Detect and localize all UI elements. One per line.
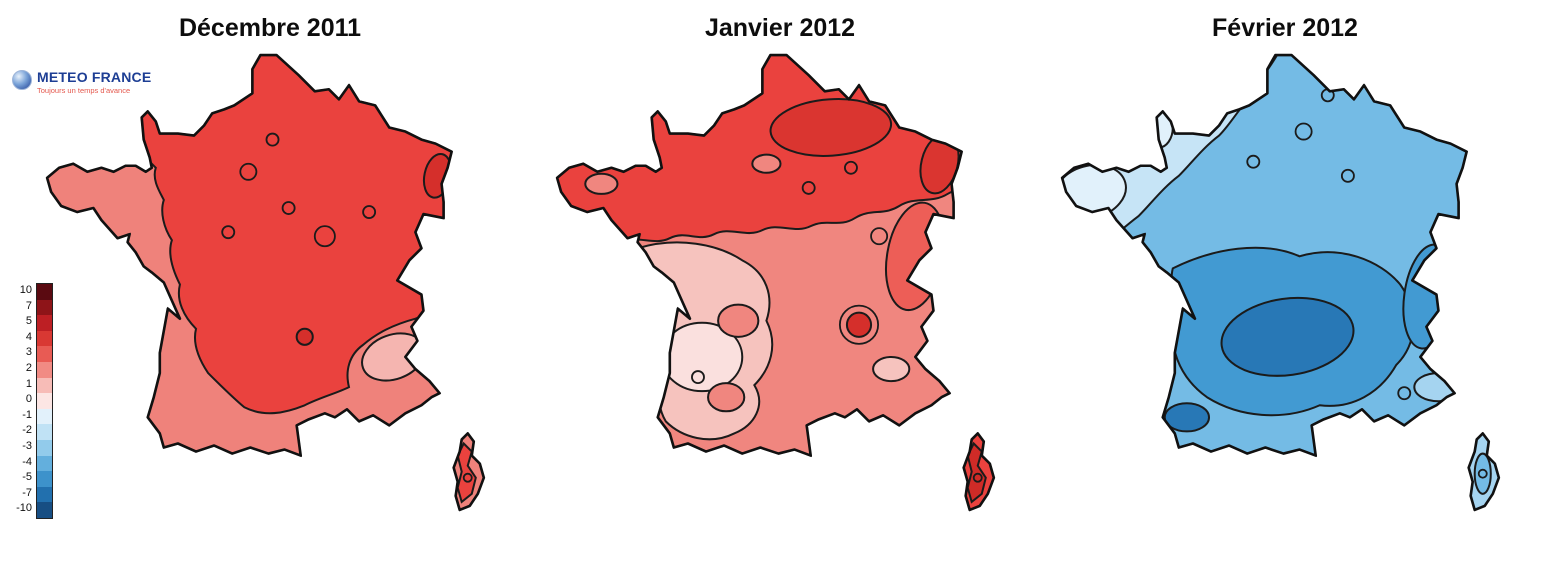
legend-color-cell (37, 455, 52, 472)
legend-color-bar (36, 283, 53, 519)
corsica-inner-band (966, 441, 987, 504)
legend-value-label: 1 (25, 377, 32, 390)
contour-ring (313, 225, 336, 248)
contour-ring (281, 201, 296, 215)
legend-color-cell (37, 408, 52, 425)
legend-value-label: -3 (22, 439, 32, 452)
legend-labels: 10 7 5 4 3 2 1 0 -1 -2 -3 -4 -5 -7 -10 (6, 283, 36, 519)
region-southeast-pale (871, 355, 910, 383)
france-map-february (1060, 53, 1500, 512)
legend-value-label: -5 (22, 471, 32, 484)
contour-ring (1245, 154, 1260, 169)
region-southwest-spot (706, 382, 745, 413)
logo-brand-text: METEO FRANCE (37, 69, 152, 85)
contour-ring (220, 225, 235, 240)
contour-ring (361, 205, 376, 219)
legend-color-cell (37, 393, 52, 409)
france-map-december (45, 53, 485, 512)
region-dark-spot (295, 327, 314, 346)
legend-value-label: -10 (16, 502, 32, 515)
legend-color-cell (37, 377, 52, 394)
legend-value-label: 10 (19, 284, 32, 296)
contour-ring (690, 370, 705, 385)
region-center-coldest (1220, 296, 1355, 377)
contour-ring (1477, 468, 1488, 479)
legend-color-cell (37, 330, 52, 347)
legend-color-cell (37, 284, 52, 300)
contour-island (750, 153, 782, 174)
legend-value-label: 3 (25, 346, 32, 359)
contour-ring (1396, 386, 1411, 401)
legend-color-cell (37, 315, 52, 331)
legend-color-cell (37, 361, 52, 378)
contour-ring (838, 304, 879, 345)
temperature-scale-legend: 10 7 5 4 3 2 1 0 -1 -2 -3 -4 -5 -7 -10 (6, 283, 53, 519)
legend-value-label: -1 (22, 408, 32, 421)
map-title-january: Janvier 2012 (704, 14, 856, 42)
legend-color-cell (37, 502, 52, 518)
legend-color-cell (37, 439, 52, 456)
meteo-france-logo: METEO FRANCE Toujours un temps d'avance (12, 70, 151, 95)
legend-value-label: 7 (25, 299, 32, 312)
legend-value-label: 2 (25, 361, 32, 374)
legend-color-cell (37, 424, 52, 440)
contour-ring (1340, 168, 1355, 183)
corsica-inner-band (456, 441, 477, 504)
france-map-january (555, 53, 995, 512)
map-panel-december-2011: Décembre 2011 (35, 8, 505, 522)
meteo-france-globe-icon (12, 70, 32, 90)
map-title-february: Février 2012 (1212, 14, 1358, 42)
contour-ring (801, 180, 816, 195)
legend-color-cell (37, 299, 52, 316)
map-title-december: Décembre 2011 (178, 14, 362, 42)
region-southwest-spot (716, 303, 759, 338)
legend-value-label: 4 (25, 330, 32, 343)
contour-ring (462, 472, 473, 483)
contour-ring (869, 227, 888, 246)
region-north-core (769, 98, 892, 157)
map-panel-january-2012: Janvier 2012 (545, 8, 1015, 522)
contour-island-brittany (583, 172, 618, 195)
legend-color-cell (37, 486, 52, 503)
logo-tagline-text: Toujours un temps d'avance (37, 85, 131, 95)
legend-color-cell (37, 471, 52, 487)
contour-ring (1294, 122, 1313, 141)
contour-ring (843, 160, 858, 175)
region-dark-spot (845, 311, 872, 338)
legend-value-label: -7 (22, 486, 32, 499)
legend-value-label: 5 (25, 315, 32, 328)
contour-ring (238, 162, 257, 181)
legend-value-label: -2 (22, 424, 32, 437)
contour-ring (972, 472, 983, 483)
contour-ring (265, 132, 279, 147)
map-panel-february-2012: Février 2012 (1050, 8, 1520, 522)
legend-value-label: -4 (22, 455, 32, 468)
corsica-inner-band (1473, 452, 1492, 495)
legend-color-cell (37, 346, 52, 362)
region-southwest-coldest (1163, 402, 1210, 433)
legend-value-label: 0 (25, 393, 32, 406)
